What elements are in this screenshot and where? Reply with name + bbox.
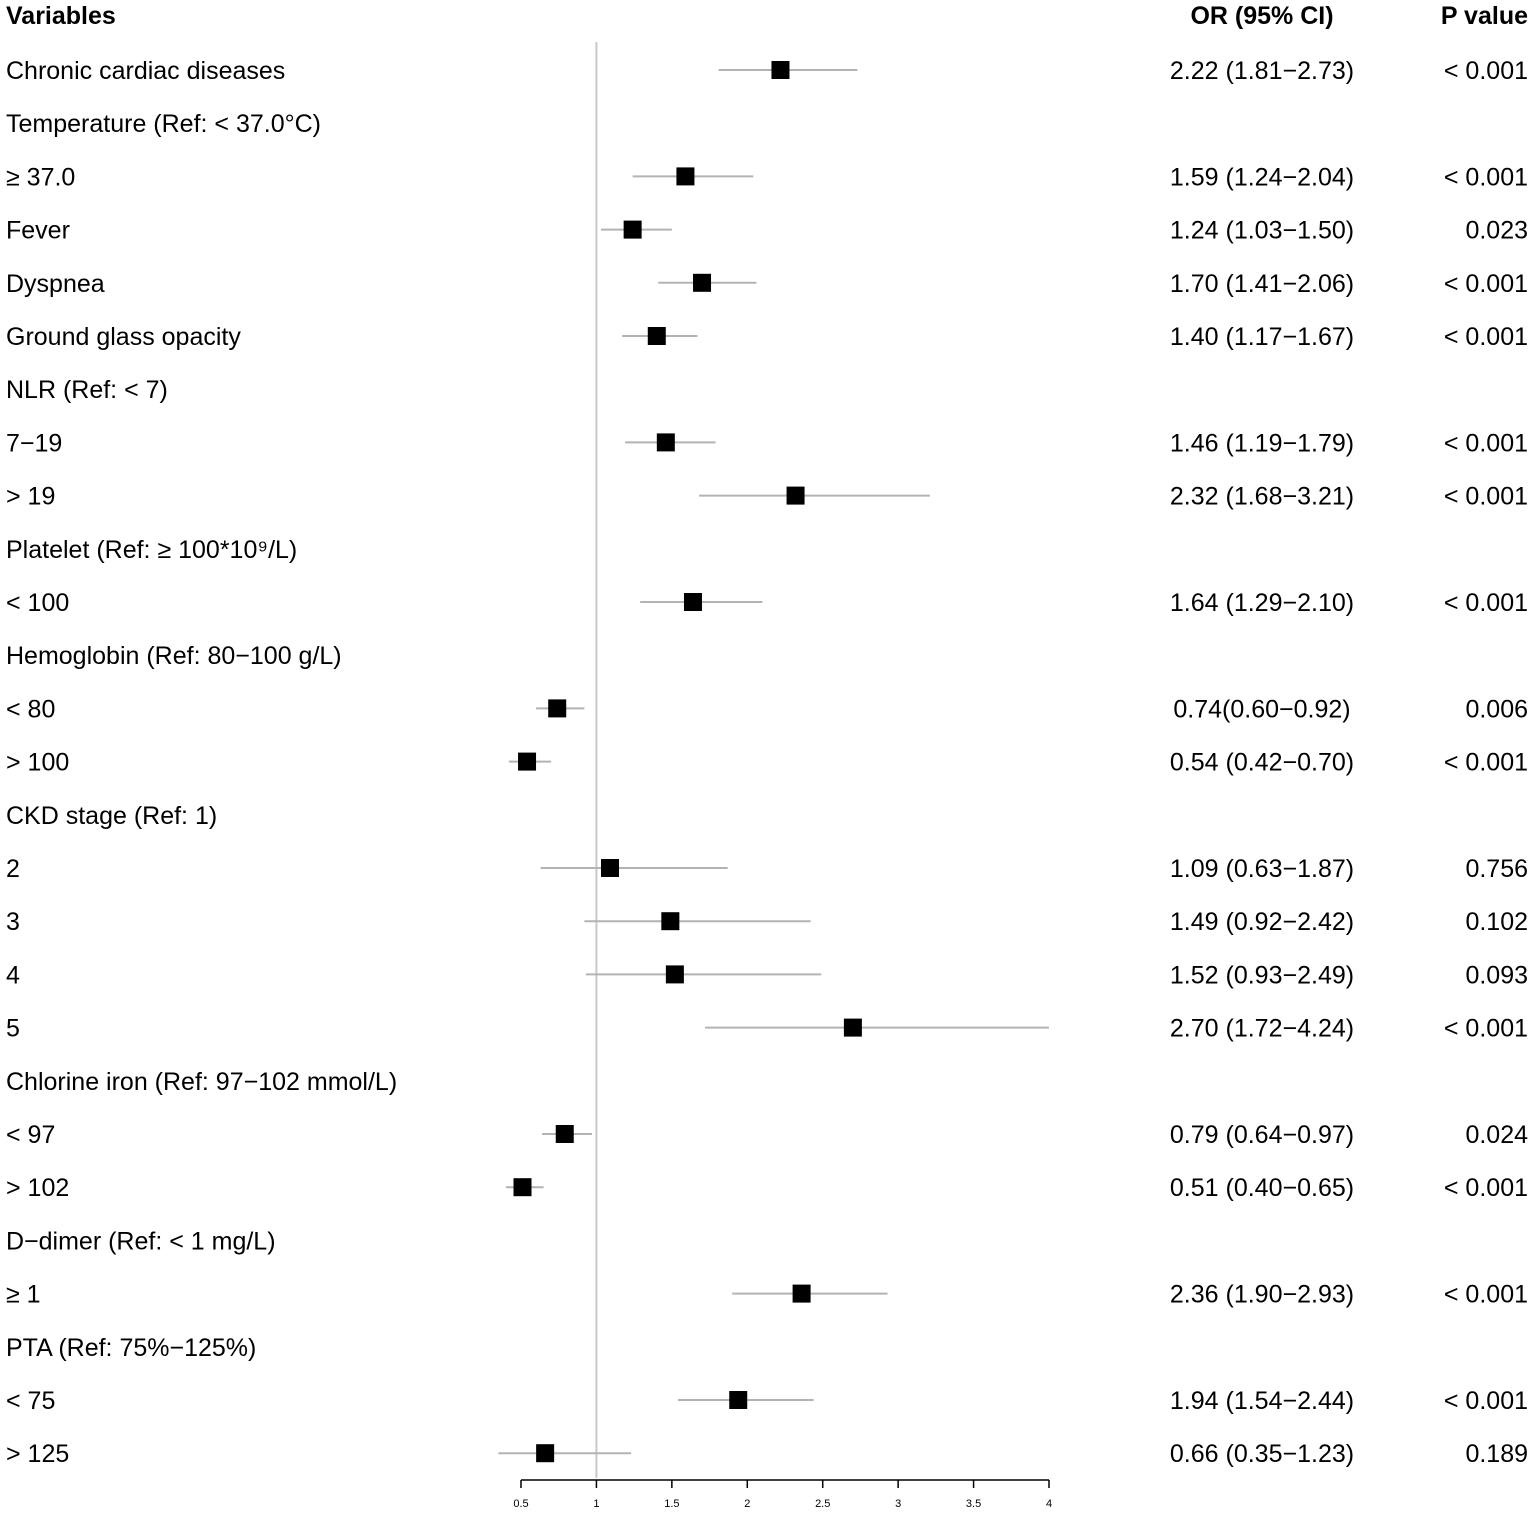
- row-label: > 102: [6, 1174, 69, 1202]
- or-marker: [601, 859, 620, 877]
- or-ci-text: 0.79 (0.64−0.97): [1170, 1121, 1354, 1149]
- or-marker: [647, 327, 666, 345]
- x-tick-label: 1.5: [664, 1498, 679, 1510]
- x-tick-label: 3.5: [966, 1498, 981, 1510]
- row-label: < 80: [6, 695, 55, 723]
- p-value-text: 0.023: [1465, 217, 1528, 245]
- p-value-text: < 0.001: [1444, 1174, 1528, 1202]
- or-ci-text: 1.09 (0.63−1.87): [1170, 855, 1354, 883]
- p-value-text: 0.006: [1465, 695, 1528, 723]
- p-value-text: < 0.001: [1444, 57, 1528, 85]
- row-label: 3: [6, 908, 20, 936]
- or-marker: [683, 593, 702, 611]
- or-ci-text: 2.36 (1.90−2.93): [1170, 1281, 1354, 1309]
- or-marker: [771, 61, 790, 79]
- or-ci-text: 1.59 (1.24−2.04): [1170, 163, 1354, 191]
- row-label: < 75: [6, 1387, 55, 1415]
- x-tick-label: 2.5: [815, 1498, 830, 1510]
- p-value-text: 0.756: [1465, 855, 1528, 883]
- row-label: > 100: [6, 749, 69, 777]
- group-label: PTA (Ref: 75%−125%): [6, 1334, 256, 1362]
- or-marker: [656, 433, 675, 452]
- p-value-text: < 0.001: [1444, 589, 1528, 617]
- row-label: 5: [6, 1015, 20, 1043]
- row-label: 4: [6, 961, 20, 989]
- header-or: OR (95% CI): [1190, 2, 1333, 30]
- row-label: < 100: [6, 589, 69, 617]
- or-ci-text: 1.70 (1.41−2.06): [1170, 270, 1354, 298]
- p-value-text: < 0.001: [1444, 749, 1528, 777]
- x-tick-label: 0.5: [513, 1498, 528, 1510]
- p-value-text: 0.093: [1465, 961, 1528, 989]
- or-ci-text: 1.24 (1.03−1.50): [1170, 217, 1354, 245]
- or-marker: [661, 912, 680, 931]
- x-tick-label: 4: [1046, 1498, 1052, 1510]
- or-ci-text: 2.70 (1.72−4.24): [1170, 1015, 1354, 1043]
- row-label: Chronic cardiac diseases: [6, 57, 285, 85]
- x-tick-label: 1: [593, 1498, 599, 1510]
- row-label: Dyspnea: [6, 270, 105, 298]
- p-value-text: < 0.001: [1444, 270, 1528, 298]
- or-ci-text: 0.54 (0.42−0.70): [1170, 749, 1354, 777]
- group-label: Temperature (Ref: < 37.0°C): [6, 110, 321, 138]
- group-label: Chlorine iron (Ref: 97−102 mmol/L): [6, 1068, 397, 1096]
- or-ci-text: 2.22 (1.81−2.73): [1170, 57, 1354, 85]
- or-marker: [623, 220, 642, 239]
- p-value-text: < 0.001: [1444, 483, 1528, 511]
- p-value-text: < 0.001: [1444, 323, 1528, 351]
- p-value-text: 0.189: [1465, 1440, 1528, 1468]
- or-marker: [548, 699, 567, 718]
- group-label: Hemoglobin (Ref: 80−100 g/L): [6, 642, 342, 670]
- x-tick-label: 2: [744, 1498, 750, 1510]
- group-label: D−dimer (Ref: < 1 mg/L): [6, 1227, 276, 1255]
- group-label: NLR (Ref: < 7): [6, 376, 168, 404]
- group-label: CKD stage (Ref: 1): [6, 802, 217, 830]
- row-label: < 97: [6, 1121, 55, 1149]
- row-label: Fever: [6, 217, 70, 245]
- or-ci-text: 0.66 (0.35−1.23): [1170, 1440, 1354, 1468]
- or-ci-text: 1.94 (1.54−2.44): [1170, 1387, 1354, 1415]
- or-marker: [843, 1018, 862, 1037]
- or-marker: [792, 1284, 811, 1303]
- p-value-text: < 0.001: [1444, 429, 1528, 457]
- or-marker: [536, 1444, 555, 1463]
- or-marker: [665, 965, 684, 984]
- or-marker: [676, 167, 695, 186]
- or-ci-text: 1.40 (1.17−1.67): [1170, 323, 1354, 351]
- p-value-text: < 0.001: [1444, 163, 1528, 191]
- or-ci-text: 1.52 (0.93−2.49): [1170, 961, 1354, 989]
- or-ci-text: 2.32 (1.68−3.21): [1170, 483, 1354, 511]
- p-value-text: < 0.001: [1444, 1281, 1528, 1309]
- header-variables: Variables: [6, 2, 116, 30]
- x-tick-label: 3: [895, 1498, 901, 1510]
- row-label: ≥ 37.0: [6, 163, 75, 191]
- or-ci-text: 1.46 (1.19−1.79): [1170, 429, 1354, 457]
- or-marker: [555, 1125, 574, 1143]
- or-ci-text: 1.64 (1.29−2.10): [1170, 589, 1354, 617]
- row-label: 7−19: [6, 429, 62, 457]
- group-label: Platelet (Ref: ≥ 100*10⁹/L): [6, 536, 297, 564]
- or-marker: [729, 1391, 748, 1409]
- row-label: > 19: [6, 483, 55, 511]
- p-value-text: < 0.001: [1444, 1015, 1528, 1043]
- or-marker: [786, 486, 805, 505]
- p-value-text: 0.102: [1465, 908, 1528, 936]
- or-marker: [518, 752, 537, 771]
- row-label: > 125: [6, 1440, 69, 1468]
- or-ci-text: 1.49 (0.92−2.42): [1170, 908, 1354, 936]
- or-ci-text: 0.51 (0.40−0.65): [1170, 1174, 1354, 1202]
- or-marker: [513, 1178, 532, 1197]
- or-ci-text: 0.74(0.60−0.92): [1173, 695, 1350, 723]
- header-p-value: P value: [1441, 2, 1528, 30]
- row-label: 2: [6, 855, 20, 883]
- row-label: ≥ 1: [6, 1281, 41, 1309]
- p-value-text: 0.024: [1465, 1121, 1528, 1149]
- row-label: Ground glass opacity: [6, 323, 241, 351]
- p-value-text: < 0.001: [1444, 1387, 1528, 1415]
- or-marker: [693, 273, 712, 292]
